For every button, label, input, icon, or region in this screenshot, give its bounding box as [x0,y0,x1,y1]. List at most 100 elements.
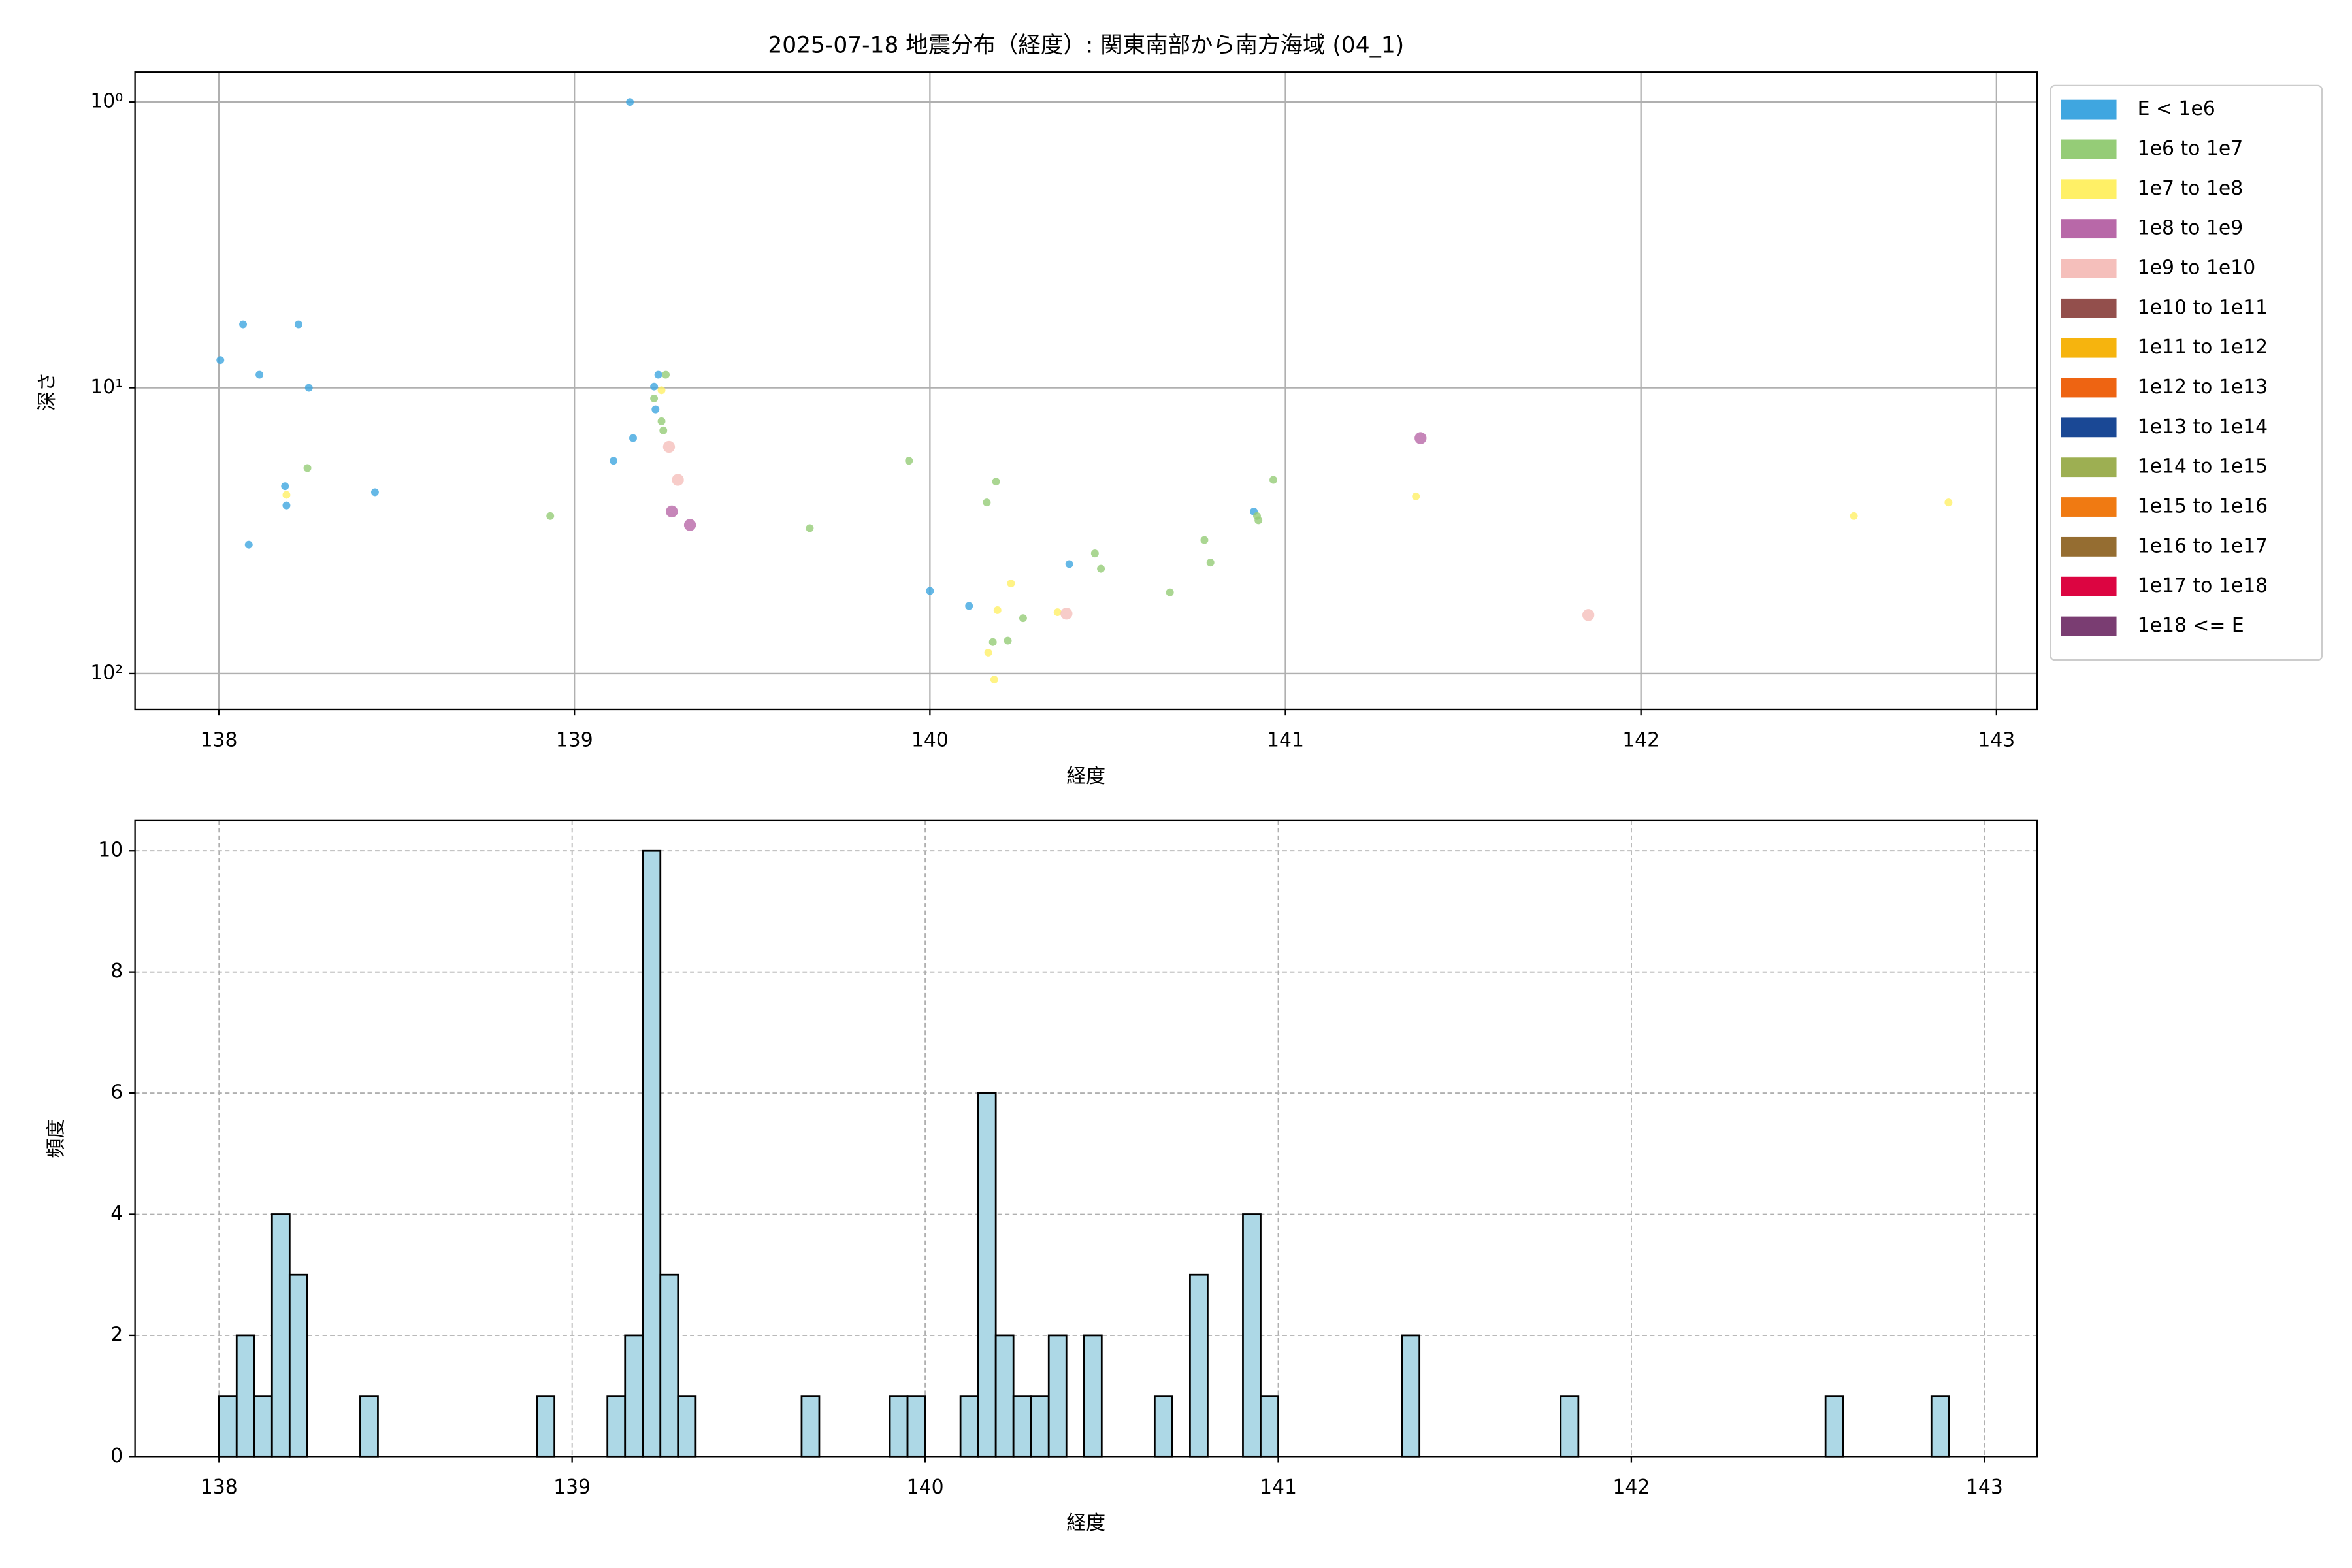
scatter-point [926,587,934,595]
scatter-point [282,501,291,510]
legend-swatch [2061,219,2117,239]
legend-swatch [2061,536,2117,557]
scatter-point [244,540,253,549]
histogram-bar [270,1213,291,1458]
x-tick-label: 143 [1966,1476,2003,1499]
legend-label: 1e6 to 1e7 [2138,137,2244,160]
scatter-point [1060,608,1073,620]
scatter-point [1850,512,1858,520]
scatter-point [1004,636,1012,645]
x-tick-label: 140 [911,729,949,752]
histogram-bar [1824,1395,1844,1458]
scatter-point [654,370,662,379]
legend-label: 1e8 to 1e9 [2138,217,2244,240]
scatter-point [239,320,248,329]
scatter-point [983,498,991,507]
legend-label: 1e10 to 1e11 [2138,296,2268,319]
scatter-point [905,457,913,465]
scatter-point [370,488,379,497]
y-tick-label: 6 [110,1081,123,1104]
legend-swatch [2061,497,2117,517]
histogram-bar [642,849,662,1458]
x-axis-label: 経度 [1066,1512,1105,1535]
legend-swatch [2061,139,2117,159]
histogram-bar [235,1334,255,1458]
y-axis-label: 深さ [36,372,59,411]
histogram-bar [959,1395,979,1458]
scatter-point [1582,609,1595,621]
scatter-point [1200,536,1209,544]
histogram-bar [1030,1395,1050,1458]
x-tick-label: 138 [201,1476,238,1499]
legend-label: 1e15 to 1e16 [2138,495,2268,518]
histogram-bar [218,1395,238,1458]
scatter-point [1414,432,1427,444]
histogram-bar [977,1092,997,1458]
x-tick-label: 138 [201,729,238,752]
scatter-point [650,382,659,391]
x-tick-label: 139 [553,1476,591,1499]
y-tick-label: 10¹ [90,376,123,399]
scatter-point [1090,549,1099,558]
scatter-point [650,394,659,402]
legend-frame [2050,84,2323,661]
legend-swatch [2061,259,2117,278]
plot-frame [134,71,2038,711]
histogram-bar [1153,1395,1173,1458]
x-tick-label: 139 [556,729,593,752]
legend-swatch [2061,179,2117,199]
scatter-point [666,505,678,518]
legend-label: 1e7 to 1e8 [2138,177,2244,200]
y-tick-label: 2 [110,1323,123,1346]
scatter-point [657,417,666,425]
scatter-point [993,606,1002,614]
y-tick-label: 10² [90,661,123,684]
scatter-point [255,370,264,379]
legend-label: E < 1e6 [2138,97,2215,120]
scatter-point [984,648,992,657]
legend-swatch [2061,99,2117,120]
y-tick-label: 4 [110,1202,123,1225]
scatter-point [683,519,696,531]
scatter-point [988,638,997,646]
legend-swatch [2061,616,2117,636]
legend-swatch [2061,338,2117,358]
plot-frame [134,819,2038,1458]
legend-label: 1e18 <= E [2138,614,2244,637]
y-tick-label: 10⁰ [90,90,123,113]
legend-label: 1e14 to 1e15 [2138,455,2268,478]
histogram-bar [800,1395,821,1458]
x-tick-label: 143 [1978,729,2015,752]
histogram-bar [994,1334,1015,1458]
scatter-point [626,98,634,106]
legend-swatch [2061,457,2117,478]
legend-swatch [2061,378,2117,398]
legend-swatch [2061,576,2117,596]
histogram-bar [359,1395,379,1458]
histogram-bar [1189,1273,1209,1458]
scatter-point [1944,498,1953,507]
chart-title: 2025-07-18 地震分布（経度）: 関東南部から南方海域 (04_1) [768,33,1404,59]
scatter-point [662,370,670,379]
x-axis-label: 経度 [1066,765,1105,788]
scatter-point [281,482,289,491]
legend-label: 1e13 to 1e14 [2138,416,2268,438]
histogram-bar [1047,1334,1068,1458]
scatter-point [965,602,973,610]
scatter-point [1166,588,1174,596]
histogram-bar [606,1395,627,1458]
scatter-point [294,320,302,329]
y-tick-label: 0 [110,1445,123,1467]
scatter-point [1065,560,1073,568]
scatter-point [990,676,998,684]
scatter-point [1007,580,1015,588]
scatter-point [610,457,618,465]
x-tick-label: 140 [907,1476,944,1499]
histogram-bar [889,1395,909,1458]
histogram-bar [677,1395,697,1458]
histogram-bar [1260,1395,1279,1458]
x-tick-label: 142 [1612,1476,1650,1499]
histogram-bar [1012,1395,1032,1458]
scatter-point [806,524,814,532]
